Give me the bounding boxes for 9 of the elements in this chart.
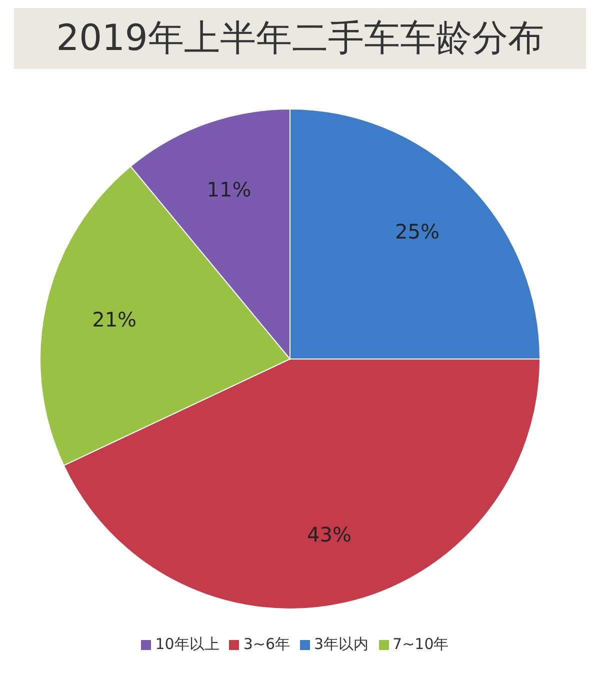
data-label: 25% bbox=[395, 220, 440, 244]
legend-label: 7~10年 bbox=[392, 635, 449, 653]
chart-title: 2019年上半年二手车车龄分布 bbox=[14, 8, 586, 69]
data-label: 11% bbox=[206, 178, 252, 202]
data-label: 21% bbox=[92, 308, 137, 332]
legend-label: 3年以内 bbox=[314, 635, 369, 653]
data-label: 43% bbox=[307, 522, 352, 547]
legend-label: 3~6年 bbox=[243, 635, 290, 653]
legend-label: 10年以上 bbox=[155, 635, 220, 653]
